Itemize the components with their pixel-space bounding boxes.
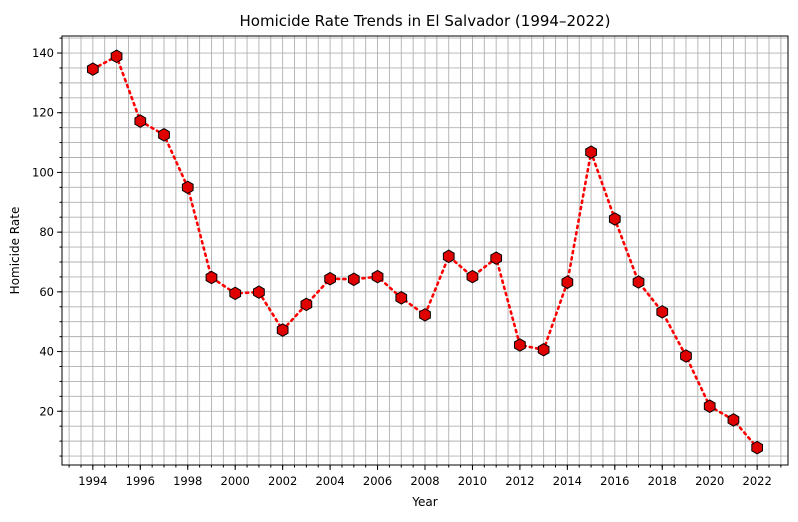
x-tick-label: 2020 [695,474,724,488]
data-point-marker [395,291,408,305]
data-point-marker [347,272,360,287]
tick-layer: 1994 1996 1998 2000 2002 2004 2006 2008 2010 2012… [32,37,782,488]
data-point-marker [86,62,99,76]
x-tick-label: 2008 [410,474,439,488]
data-point-marker [466,269,479,284]
x-tick-label: 2010 [458,474,487,488]
data-point-marker [300,297,313,312]
data-point-marker [205,270,218,285]
data-point-marker [656,305,669,319]
data-point-marker [680,349,692,363]
x-tick-label: 2000 [221,474,250,488]
x-tick-label: 2014 [553,474,582,488]
x-tick-label: 1998 [173,474,202,488]
data-point-marker [276,323,289,337]
data-point-marker [585,145,597,159]
x-tick-label: 2018 [648,474,677,488]
data-point-marker [134,114,147,128]
data-point-marker [608,212,621,226]
x-tick-label: 2004 [315,474,344,488]
x-tick-label: 2022 [743,474,772,488]
x-tick-label: 1994 [78,474,107,488]
y-tick-label: 120 [32,106,54,120]
y-tick-label: 100 [32,165,54,179]
data-point-marker [537,342,550,357]
x-tick-label: 2006 [363,474,392,488]
data-point-marker [727,413,740,427]
y-tick-label: 80 [39,225,54,239]
data-point-marker [229,286,242,301]
y-tick-label: 60 [39,285,54,299]
y-axis-label: Homicide Rate [8,207,22,295]
data-point-marker [110,49,123,64]
x-tick-label: 2016 [600,474,629,488]
data-point-marker [751,440,764,455]
data-point-marker [371,269,384,284]
grid [62,36,788,465]
data-point-marker [561,275,574,290]
data-point-marker [324,271,336,286]
data-point-marker [253,285,265,299]
data-point-marker [514,338,526,352]
chart-title: Homicide Rate Trends in El Salvador (199… [240,12,611,30]
data-point-marker [419,308,431,322]
data-point-marker [442,249,455,264]
y-tick-label: 20 [39,404,54,418]
data-point-marker [490,251,503,265]
data-point-marker [632,275,645,289]
data-point-marker [181,180,194,195]
x-tick-label: 2002 [268,474,297,488]
x-tick-label: 2012 [505,474,534,488]
data-point-marker [158,128,170,142]
x-axis-label: Year [411,495,437,509]
series-layer [86,49,764,455]
y-tick-label: 40 [39,345,54,359]
data-point-marker [703,399,716,413]
x-tick-label: 1996 [126,474,155,488]
y-tick-label: 140 [32,46,54,60]
